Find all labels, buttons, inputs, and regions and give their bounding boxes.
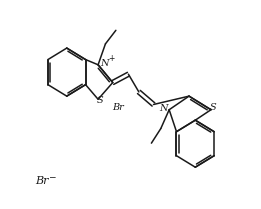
Text: N: N <box>100 59 108 68</box>
Text: N: N <box>159 104 168 113</box>
Text: Br: Br <box>112 102 124 112</box>
Text: +: + <box>108 54 114 64</box>
Text: Br: Br <box>35 176 49 186</box>
Text: S: S <box>210 103 216 112</box>
Text: S: S <box>97 96 104 106</box>
Text: −: − <box>48 172 55 181</box>
